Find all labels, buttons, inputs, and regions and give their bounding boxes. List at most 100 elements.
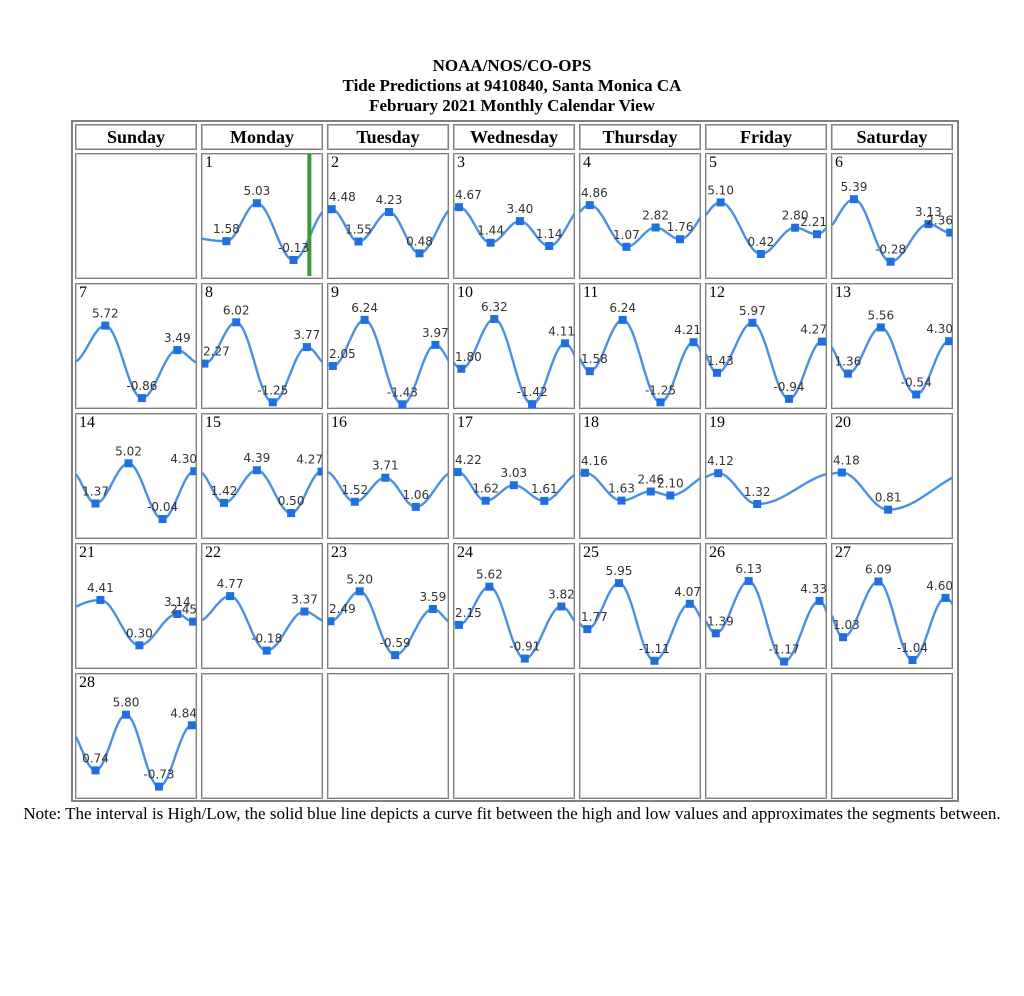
extreme-marker: [843, 369, 852, 378]
extreme-marker: [454, 620, 463, 629]
extreme-label: 1.80: [455, 350, 482, 364]
extreme-marker: [173, 610, 182, 618]
extreme-label: 1.63: [608, 482, 635, 496]
tide-curve: [328, 318, 448, 406]
day-number: 10: [457, 284, 473, 301]
extreme-marker: [753, 500, 762, 508]
extreme-label: 1.03: [833, 618, 860, 632]
extreme-marker: [124, 459, 133, 468]
extreme-marker: [252, 466, 261, 475]
extreme-label: -0.59: [380, 636, 411, 650]
extreme-marker: [189, 617, 196, 626]
extreme-label: 5.62: [476, 568, 503, 582]
day-cell-17: 17 4.22 1.62 3.03 1.61: [453, 413, 575, 539]
extreme-marker: [651, 223, 660, 232]
extreme-marker: [666, 491, 675, 500]
extreme-label: -1.25: [645, 383, 676, 397]
extreme-marker: [328, 362, 337, 370]
extreme-label: 4.27: [800, 323, 827, 337]
extreme-label: 3.37: [291, 593, 318, 607]
extreme-label: 6.24: [609, 301, 636, 315]
extreme-label: -1.11: [639, 642, 670, 656]
extreme-marker: [317, 467, 322, 476]
extreme-label: -0.04: [147, 500, 178, 514]
extreme-marker: [252, 199, 261, 208]
tide-curve: [706, 321, 826, 401]
weekday-header-saturday: Saturday: [831, 124, 953, 150]
extreme-label: 4.16: [581, 454, 608, 468]
day-cell-22: 22 4.77 -0.18 3.37: [201, 543, 323, 669]
weekday-header-sunday: Sunday: [75, 124, 197, 150]
day-number: 25: [583, 544, 599, 561]
extreme-label: 0.48: [406, 234, 433, 248]
agency-title: NOAA/NOS/CO-OPS: [432, 56, 592, 75]
extreme-label: 1.76: [667, 220, 694, 234]
extreme-marker: [190, 467, 196, 476]
extreme-marker: [850, 195, 858, 204]
weekday-header-friday: Friday: [705, 124, 827, 150]
day-cell-8: 8 2.27 6.02 -1.25 3.77: [201, 283, 323, 409]
tide-curve: [832, 326, 952, 396]
extreme-marker: [908, 656, 917, 664]
extreme-marker: [355, 587, 364, 596]
tide-chart-20: 4.18 0.81: [832, 454, 952, 514]
extreme-label: 6.09: [865, 563, 892, 577]
extreme-marker: [490, 315, 499, 323]
extreme-marker: [520, 654, 529, 663]
extreme-label: 1.42: [211, 484, 238, 498]
extreme-marker: [617, 496, 626, 505]
tide-chart-11: 1.58 6.24 -1.25 4.21: [580, 301, 700, 407]
extreme-label: -0.18: [251, 632, 282, 646]
extreme-label: 1.55: [345, 223, 372, 237]
extreme-marker: [557, 602, 566, 611]
extreme-label: 2.27: [203, 345, 230, 359]
empty-day-cell: [579, 673, 701, 799]
day-cell-18: 18 4.16 1.63 2.46 2.10: [579, 413, 701, 539]
extreme-marker: [945, 337, 952, 346]
extreme-marker: [876, 323, 885, 332]
tide-curve: [706, 471, 826, 506]
extreme-marker: [202, 359, 209, 368]
extreme-label: 6.24: [351, 301, 378, 315]
day-cell-11: 11 1.58 6.24 -1.25 4.21: [579, 283, 701, 409]
weekday-header-wednesday: Wednesday: [453, 124, 575, 150]
day-number: 14: [79, 414, 95, 431]
extreme-marker: [874, 577, 883, 586]
tide-chart-25: 1.77 5.95 -1.11 4.07: [580, 564, 700, 665]
day-number: 27: [835, 544, 851, 561]
extreme-label: 1.32: [744, 485, 771, 499]
extreme-label: 6.13: [735, 562, 762, 576]
day-number: 4: [583, 154, 591, 171]
extreme-marker: [791, 223, 800, 232]
day-cell-4: 4 4.86 1.07 2.82 1.76: [579, 153, 701, 279]
extreme-marker: [689, 338, 698, 347]
extreme-marker: [714, 469, 723, 478]
day-number: 20: [835, 414, 851, 431]
extreme-marker: [431, 340, 440, 349]
footnote: Note: The interval is High/Low, the soli…: [23, 804, 1001, 823]
extreme-marker: [618, 315, 627, 324]
extreme-marker: [122, 710, 130, 719]
extreme-label: 4.39: [244, 451, 271, 465]
extreme-marker: [187, 721, 196, 730]
extreme-label: 2.36: [926, 214, 953, 228]
tide-chart-5: 5.10 0.42 2.802.21: [706, 183, 826, 258]
day-number: 18: [583, 414, 599, 431]
day-number: 19: [709, 414, 725, 431]
extreme-label: 1.07: [613, 228, 640, 242]
extreme-marker: [837, 468, 846, 477]
day-number: 11: [583, 284, 599, 301]
extreme-marker: [454, 468, 462, 477]
extreme-label: 3.71: [372, 459, 399, 473]
day-number: 5: [709, 154, 717, 171]
extreme-marker: [220, 498, 228, 507]
extreme-marker: [232, 318, 241, 327]
extreme-label: 0.74: [82, 751, 109, 765]
extreme-marker: [748, 318, 757, 327]
extreme-marker: [101, 321, 110, 330]
extreme-label: 1.58: [213, 222, 240, 236]
extreme-marker: [580, 468, 589, 477]
extreme-marker: [486, 238, 495, 247]
extreme-marker: [350, 497, 359, 506]
extreme-marker: [711, 629, 720, 638]
